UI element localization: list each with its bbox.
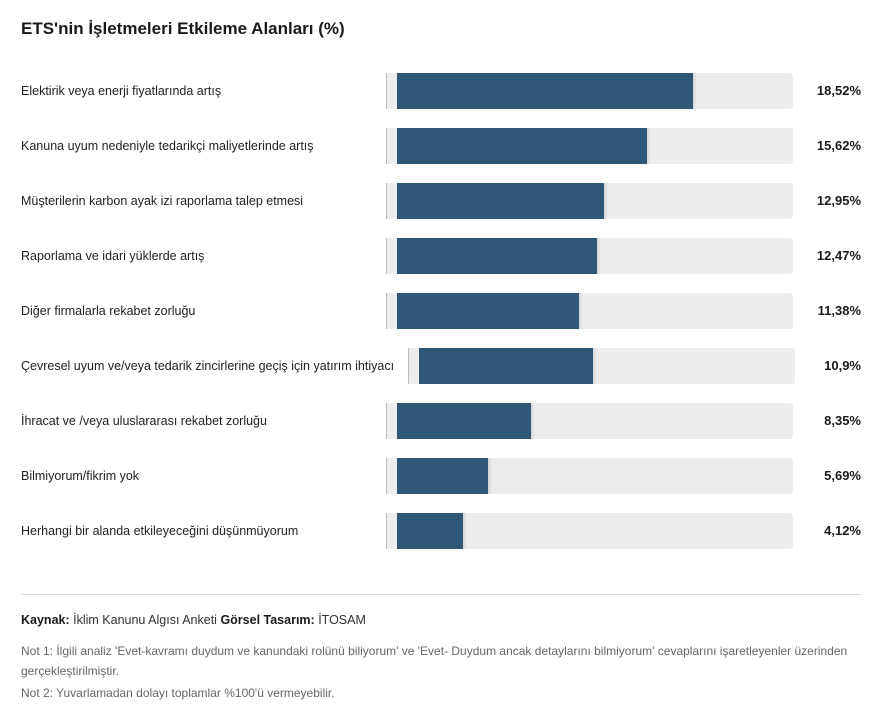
footer-divider (21, 594, 861, 595)
value-label: 12,47% (816, 248, 861, 263)
track-edge (386, 293, 387, 329)
category-label: Müşterilerin karbon ayak izi raporlama t… (21, 194, 304, 208)
bar-row: Elektirik veya enerji fiyatlarında artış… (0, 73, 890, 109)
track-edge (386, 458, 387, 494)
design-value: İTOSAM (318, 613, 366, 627)
bar-shadow (604, 183, 608, 219)
track-edge (386, 513, 387, 549)
note-2: Not 2: Yuvarlamadan dolayı toplamlar %10… (21, 686, 335, 700)
track-edge (386, 73, 387, 109)
bar-row: İhracat ve /veya uluslararası rekabet zo… (0, 403, 890, 439)
bar (397, 183, 604, 219)
bar-shadow (579, 293, 583, 329)
category-label: Bilmiyorum/fikrim yok (21, 469, 140, 483)
bar-shadow (488, 458, 492, 494)
chart-title: ETS'nin İşletmeleri Etkileme Alanları (%… (21, 19, 345, 38)
category-label: Diğer firmalarla rekabet zorluğu (21, 304, 196, 318)
bar-row: Diğer firmalarla rekabet zorluğu 11,38% (0, 293, 890, 329)
bar-shadow (463, 513, 467, 549)
value-label: 5,69% (824, 468, 861, 483)
track-edge (386, 128, 387, 164)
bar-row: Kanuna uyum nedeniyle tedarikçi maliyetl… (0, 128, 890, 164)
design-label: Görsel Tasarım: (220, 613, 315, 627)
bar (397, 293, 579, 329)
value-label: 10,9% (824, 358, 861, 373)
value-label: 4,12% (824, 523, 861, 538)
bar (397, 403, 531, 439)
bar-shadow (597, 238, 601, 274)
category-label: Çevresel uyum ve/veya tedarik zincirleri… (21, 359, 395, 373)
bar-row: Bilmiyorum/fikrim yok 5,69% (0, 458, 890, 494)
track-edge (386, 183, 387, 219)
value-label: 8,35% (824, 413, 861, 428)
bar (419, 348, 593, 384)
bar-shadow (693, 73, 697, 109)
track-edge (408, 348, 409, 384)
source-line: Kaynak: İklim Kanunu Algısı Anketi Görse… (21, 613, 366, 627)
category-label: Elektirik veya enerji fiyatlarında artış (21, 84, 222, 98)
bar (397, 458, 488, 494)
track-edge (386, 403, 387, 439)
bar-row: Raporlama ve idari yüklerde artış 12,47% (0, 238, 890, 274)
category-label: Herhangi bir alanda etkileyeceğini düşün… (21, 524, 299, 538)
value-label: 15,62% (816, 138, 861, 153)
bar (397, 128, 647, 164)
category-label: Kanuna uyum nedeniyle tedarikçi maliyetl… (21, 139, 314, 153)
bar-row: Herhangi bir alanda etkileyeceğini düşün… (0, 513, 890, 549)
category-label: Raporlama ve idari yüklerde artış (21, 249, 205, 263)
bar-shadow (647, 128, 651, 164)
value-label: 18,52% (816, 83, 861, 98)
bar-row: Çevresel uyum ve/veya tedarik zincirleri… (0, 348, 890, 384)
bar-shadow (593, 348, 597, 384)
value-label: 12,95% (816, 193, 861, 208)
category-label: İhracat ve /veya uluslararası rekabet zo… (21, 414, 267, 428)
bar (397, 513, 463, 549)
value-label: 11,38% (817, 303, 861, 318)
source-value: İklim Kanunu Algısı Anketi (73, 613, 217, 627)
note-1: Not 1: İlgili analiz 'Evet-kavramı duydu… (21, 644, 848, 678)
bar-shadow (531, 403, 535, 439)
track-edge (386, 238, 387, 274)
bar (397, 238, 597, 274)
bar-row: Müşterilerin karbon ayak izi raporlama t… (0, 183, 890, 219)
bar (397, 73, 693, 109)
source-label: Kaynak: (21, 613, 70, 627)
